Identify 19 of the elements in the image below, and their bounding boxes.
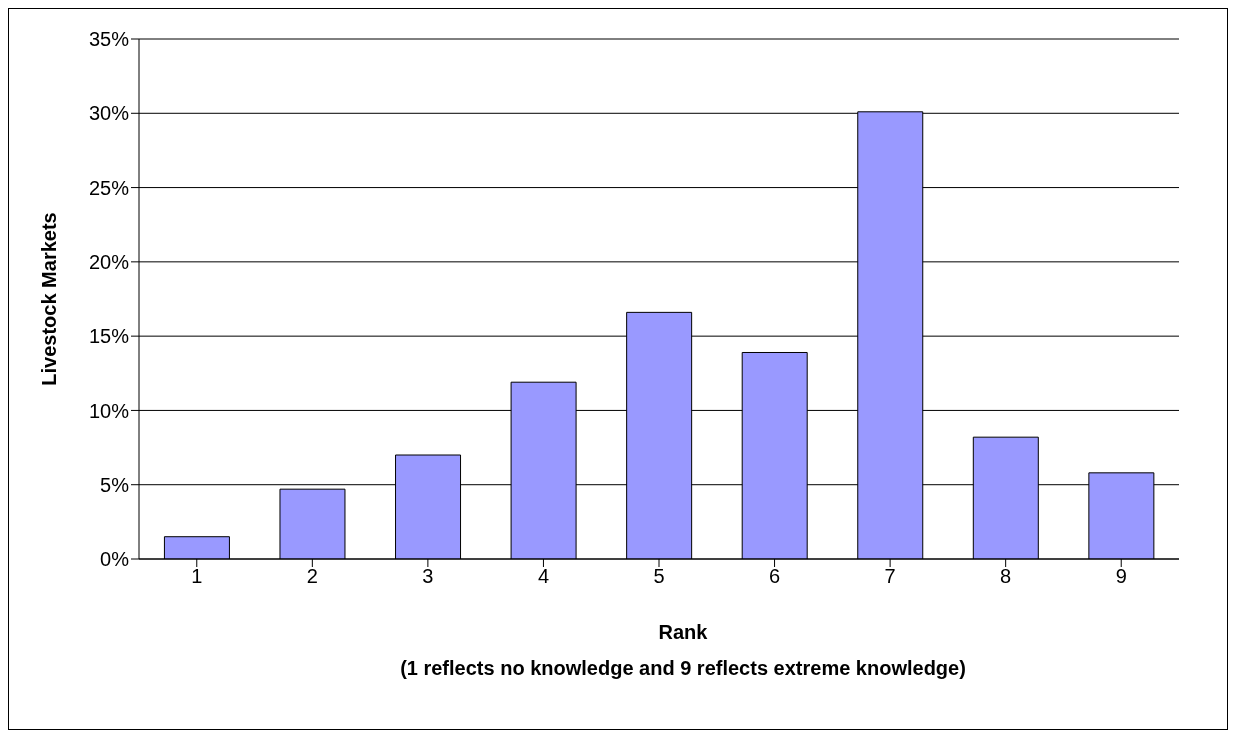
x-tick-label: 4 (537, 565, 550, 588)
y-axis-title: Livestock Markets (38, 212, 61, 386)
y-tick-label: 25% (88, 176, 130, 199)
x-tick-label: 3 (422, 565, 434, 588)
y-tick-label: 20% (88, 250, 130, 273)
y-tick-label: 15% (88, 325, 130, 348)
x-tick-label: 9 (1115, 565, 1127, 588)
x-tick-label: 7 (884, 565, 896, 588)
x-tick-label: 2 (306, 565, 318, 588)
y-tick-label: 35% (88, 28, 130, 51)
y-tick-label: 10% (88, 399, 130, 422)
x-tick-label: 5 (653, 565, 665, 588)
x-tick-label: 1 (191, 565, 203, 588)
x-tick-label: 6 (768, 565, 781, 588)
y-tick-label: 0% (100, 548, 130, 571)
x-tick-label: 8 (1000, 565, 1012, 588)
x-axis-title: Rank (1 reflects no knowledge and 9 reflects extreme knowledge) (399, 620, 967, 681)
y-tick-label: 5% (100, 473, 130, 496)
y-tick-label: 30% (88, 102, 130, 125)
